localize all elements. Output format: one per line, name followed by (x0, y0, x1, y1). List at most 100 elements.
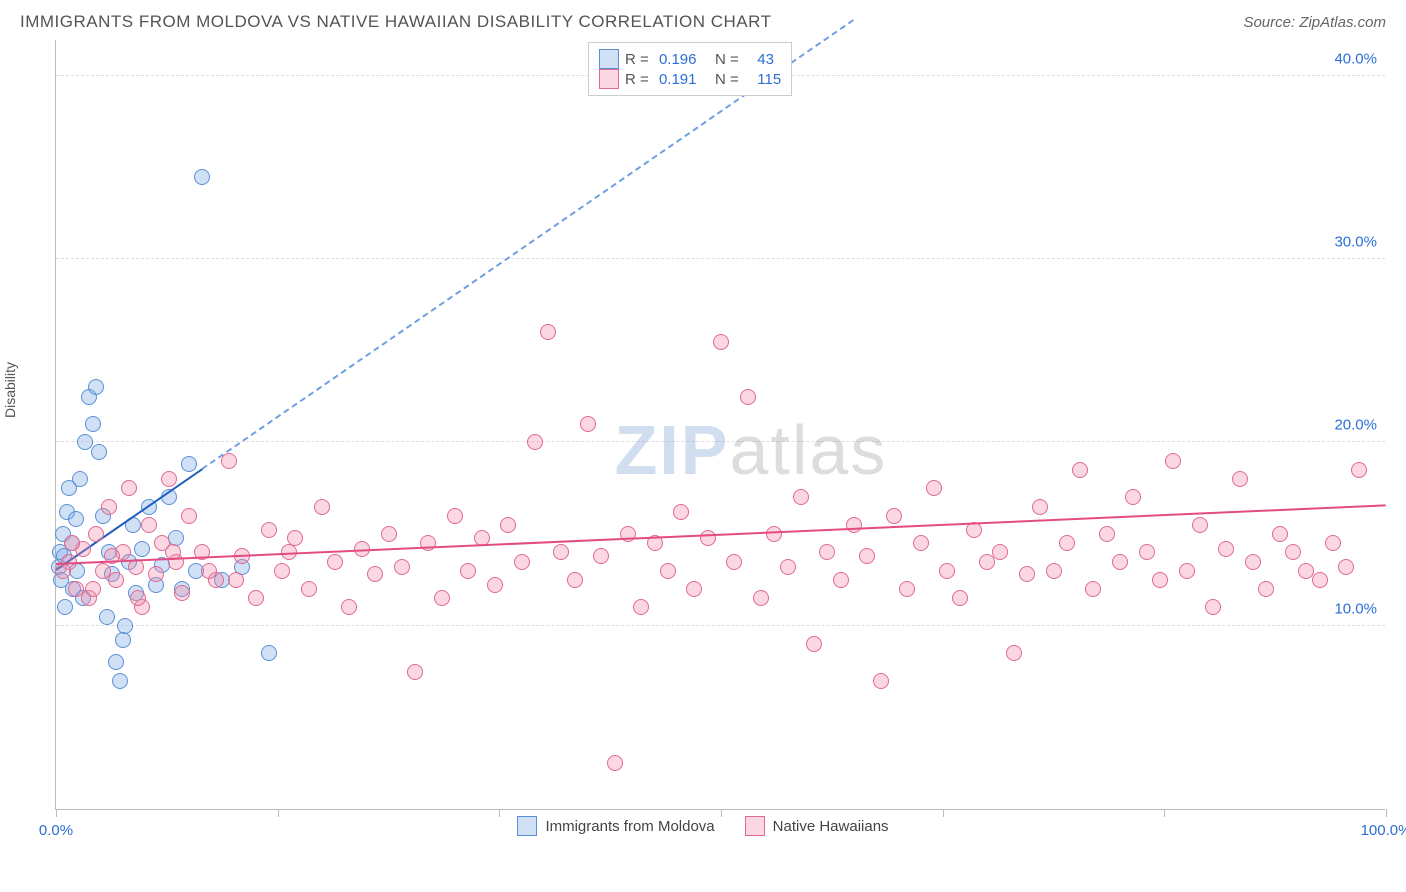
data-point (1099, 526, 1115, 542)
legend-swatch (599, 49, 619, 69)
data-point (540, 324, 556, 340)
legend-label: Native Hawaiians (773, 818, 889, 835)
data-point (1205, 599, 1221, 615)
data-point (1019, 566, 1035, 582)
legend-label: Immigrants from Moldova (545, 818, 714, 835)
data-point (407, 664, 423, 680)
stat-n-value: 115 (749, 71, 781, 88)
gridline (56, 441, 1385, 442)
data-point (713, 334, 729, 350)
legend-swatch (599, 69, 619, 89)
x-tick-label: 0.0% (39, 822, 73, 839)
data-point (686, 581, 702, 597)
y-tick-label: 40.0% (1334, 50, 1377, 67)
data-point (487, 577, 503, 593)
legend-swatch (745, 816, 765, 836)
data-point (161, 471, 177, 487)
data-point (753, 590, 769, 606)
data-point (1232, 471, 1248, 487)
data-point (926, 480, 942, 496)
data-point (913, 535, 929, 551)
legend-item: Immigrants from Moldova (517, 816, 714, 836)
data-point (117, 618, 133, 634)
stat-n-value: 43 (749, 51, 774, 68)
stats-legend-row: R = 0.196 N = 43 (599, 49, 781, 69)
source-attribution: Source: ZipAtlas.com (1243, 14, 1386, 31)
x-tick (943, 809, 944, 817)
data-point (992, 544, 1008, 560)
data-point (91, 444, 107, 460)
data-point (248, 590, 264, 606)
data-point (181, 456, 197, 472)
scatter-plot: 10.0%20.0%30.0%40.0%0.0%100.0%ZIPatlasR … (55, 40, 1385, 810)
data-point (700, 530, 716, 546)
data-point (1085, 581, 1101, 597)
stat-n-label: N = (702, 51, 742, 68)
data-point (766, 526, 782, 542)
data-point (886, 508, 902, 524)
gridline (56, 258, 1385, 259)
y-axis-label: Disability (2, 362, 18, 418)
data-point (194, 169, 210, 185)
data-point (1258, 581, 1274, 597)
data-point (1139, 544, 1155, 560)
x-tick-label: 100.0% (1361, 822, 1406, 839)
data-point (1059, 535, 1075, 551)
data-point (201, 563, 217, 579)
data-point (1338, 559, 1354, 575)
data-point (939, 563, 955, 579)
data-point (64, 535, 80, 551)
stat-r-value: 0.191 (659, 71, 697, 88)
data-point (261, 522, 277, 538)
data-point (1285, 544, 1301, 560)
data-point (221, 453, 237, 469)
data-point (873, 673, 889, 689)
data-point (134, 541, 150, 557)
data-point (780, 559, 796, 575)
data-point (85, 581, 101, 597)
data-point (553, 544, 569, 560)
gridline (56, 625, 1385, 626)
data-point (1245, 554, 1261, 570)
data-point (859, 548, 875, 564)
data-point (394, 559, 410, 575)
data-point (99, 609, 115, 625)
data-point (261, 645, 277, 661)
y-tick-label: 30.0% (1334, 234, 1377, 251)
data-point (567, 572, 583, 588)
data-point (447, 508, 463, 524)
data-point (327, 554, 343, 570)
chart-title: IMMIGRANTS FROM MOLDOVA VS NATIVE HAWAII… (20, 12, 771, 32)
data-point (819, 544, 835, 560)
data-point (500, 517, 516, 533)
data-point (607, 755, 623, 771)
data-point (460, 563, 476, 579)
x-tick (56, 809, 57, 817)
data-point (68, 511, 84, 527)
stat-r-label: R = (625, 51, 653, 68)
stat-n-label: N = (702, 71, 742, 88)
data-point (846, 517, 862, 533)
data-point (301, 581, 317, 597)
data-point (1165, 453, 1181, 469)
stats-legend: R = 0.196 N = 43R = 0.191 N = 115 (588, 42, 792, 96)
data-point (1312, 572, 1328, 588)
legend-swatch (517, 816, 537, 836)
data-point (88, 379, 104, 395)
data-point (434, 590, 450, 606)
data-point (130, 590, 146, 606)
data-point (1179, 563, 1195, 579)
data-point (580, 416, 596, 432)
data-point (1272, 526, 1288, 542)
data-point (806, 636, 822, 652)
legend-item: Native Hawaiians (745, 816, 889, 836)
data-point (121, 480, 137, 496)
y-tick-label: 20.0% (1334, 417, 1377, 434)
x-tick (278, 809, 279, 817)
data-point (341, 599, 357, 615)
data-point (514, 554, 530, 570)
data-point (108, 654, 124, 670)
data-point (108, 572, 124, 588)
stat-r-label: R = (625, 71, 653, 88)
stat-r-value: 0.196 (659, 51, 697, 68)
